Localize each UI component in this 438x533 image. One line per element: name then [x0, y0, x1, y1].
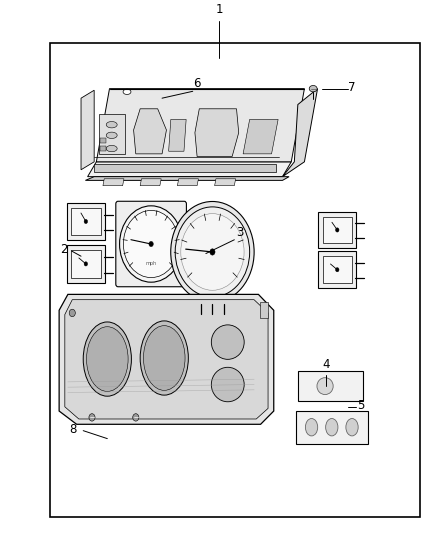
Bar: [71, 250, 101, 278]
Circle shape: [149, 241, 153, 247]
Ellipse shape: [317, 378, 333, 394]
Circle shape: [124, 211, 179, 278]
Text: 1: 1: [215, 3, 223, 16]
FancyBboxPatch shape: [116, 201, 187, 287]
FancyBboxPatch shape: [318, 212, 356, 248]
Polygon shape: [81, 90, 94, 170]
Ellipse shape: [309, 85, 317, 92]
Bar: [322, 256, 352, 283]
Bar: [322, 216, 352, 243]
Text: 5: 5: [357, 399, 364, 412]
Circle shape: [84, 262, 88, 266]
Circle shape: [210, 249, 215, 255]
Text: 2: 2: [60, 243, 68, 256]
Polygon shape: [195, 109, 239, 157]
Polygon shape: [169, 119, 186, 151]
Ellipse shape: [106, 146, 117, 152]
Text: 8: 8: [69, 423, 77, 436]
Polygon shape: [103, 179, 124, 185]
Ellipse shape: [346, 418, 358, 436]
Ellipse shape: [140, 321, 188, 395]
Ellipse shape: [305, 418, 318, 436]
Text: 7: 7: [348, 81, 356, 94]
FancyBboxPatch shape: [318, 252, 356, 288]
Circle shape: [84, 220, 88, 223]
FancyBboxPatch shape: [67, 245, 105, 282]
Polygon shape: [85, 176, 289, 180]
Polygon shape: [215, 179, 236, 185]
Polygon shape: [65, 300, 268, 419]
Polygon shape: [140, 179, 161, 185]
Ellipse shape: [123, 89, 131, 94]
Text: 6: 6: [193, 77, 200, 90]
Ellipse shape: [83, 322, 131, 396]
Ellipse shape: [325, 418, 338, 436]
Circle shape: [336, 228, 339, 232]
Ellipse shape: [211, 367, 244, 402]
Ellipse shape: [106, 132, 117, 139]
Ellipse shape: [211, 325, 244, 359]
Polygon shape: [59, 294, 274, 424]
Bar: [260, 302, 268, 318]
Bar: [100, 146, 106, 151]
Polygon shape: [134, 109, 166, 154]
Polygon shape: [99, 114, 125, 154]
Polygon shape: [96, 88, 304, 162]
FancyBboxPatch shape: [67, 203, 105, 240]
Circle shape: [181, 214, 244, 290]
Bar: [296, 410, 368, 444]
Ellipse shape: [106, 122, 117, 128]
Circle shape: [69, 309, 75, 317]
Polygon shape: [243, 119, 278, 154]
Text: 3: 3: [237, 225, 244, 239]
Ellipse shape: [86, 327, 128, 391]
Text: 4: 4: [322, 358, 330, 372]
Polygon shape: [283, 88, 318, 176]
Circle shape: [133, 414, 139, 421]
Circle shape: [89, 414, 95, 421]
Circle shape: [171, 201, 254, 302]
Circle shape: [120, 206, 183, 282]
Polygon shape: [88, 162, 291, 176]
Ellipse shape: [143, 326, 185, 390]
Circle shape: [336, 268, 339, 272]
Bar: [100, 138, 106, 143]
Bar: [71, 208, 101, 235]
Bar: [50, 43, 420, 517]
Polygon shape: [177, 179, 198, 185]
Polygon shape: [187, 295, 244, 304]
Circle shape: [175, 207, 250, 297]
Bar: [298, 371, 363, 401]
Text: mph: mph: [145, 261, 157, 266]
Bar: [94, 165, 276, 172]
